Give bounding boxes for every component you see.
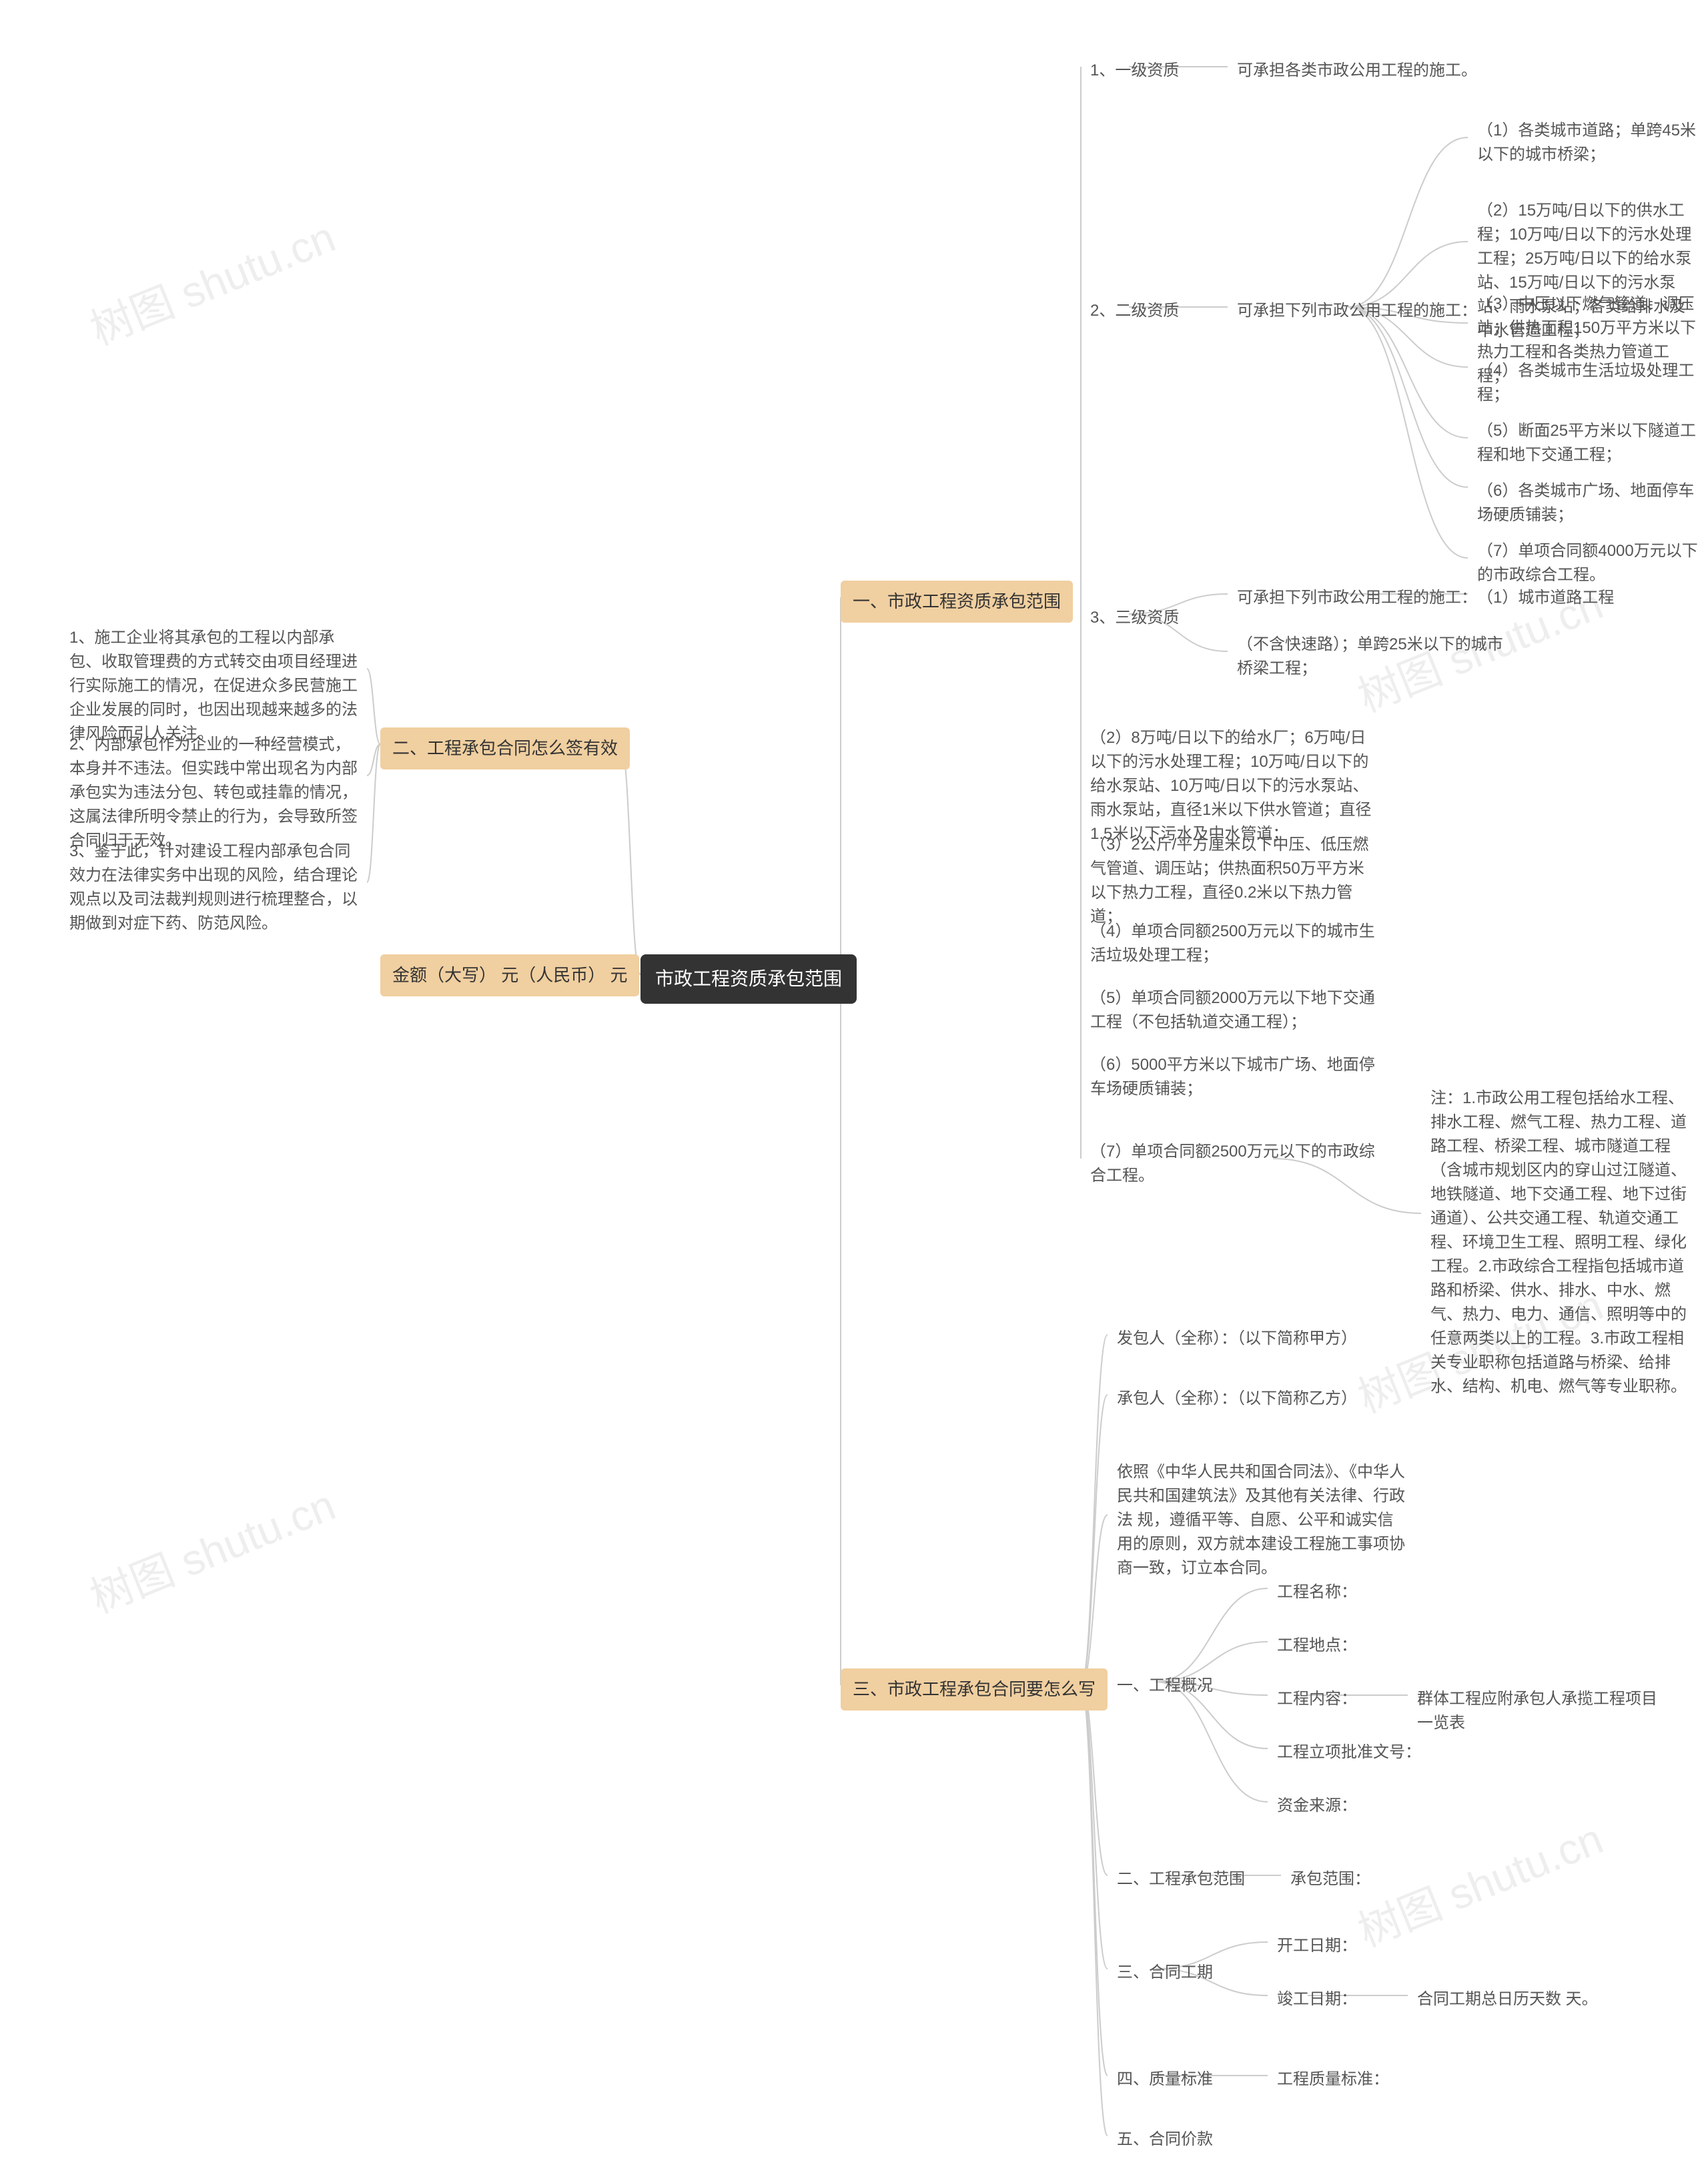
- mindmap-node[interactable]: 金额（大写） 元（人民币） 元: [380, 954, 639, 996]
- mindmap-node[interactable]: 依照《中华人民共和国合同法》、《中华人民共和国建筑法》及其他有关法律、行政法 规…: [1108, 1455, 1414, 1586]
- watermark: 树图 shutu.cn: [80, 204, 343, 358]
- mindmap-node[interactable]: 一、工程概况: [1108, 1668, 1222, 1703]
- mindmap-node[interactable]: （7）单项合同额2500万元以下的市政综合工程。: [1081, 1135, 1388, 1193]
- mindmap-node[interactable]: 注：1.市政公用工程包括给水工程、排水工程、燃气工程、热力工程、道路工程、桥梁工…: [1421, 1081, 1708, 1404]
- mindmap-node[interactable]: 一、市政工程资质承包范围: [841, 581, 1073, 623]
- mindmap-node[interactable]: （1）各类城市道路；单跨45米以下的城市桥梁；: [1468, 113, 1708, 172]
- watermark: 树图 shutu.cn: [80, 1472, 343, 1626]
- mindmap-node[interactable]: 群体工程应附承包人承揽工程项目一览表: [1408, 1682, 1675, 1741]
- mindmap-canvas: 树图 shutu.cn树图 shutu.cn树图 shutu.cn树图 shut…: [0, 0, 1708, 2181]
- mindmap-node[interactable]: 2、二级资质: [1081, 294, 1188, 328]
- mindmap-node[interactable]: 工程地点：: [1268, 1628, 1366, 1663]
- mindmap-node[interactable]: 竣工日期：: [1268, 1982, 1366, 2017]
- mindmap-node[interactable]: 工程名称：: [1268, 1575, 1366, 1610]
- mindmap-node[interactable]: （5）断面25平方米以下隧道工程和地下交通工程；: [1468, 414, 1708, 473]
- mindmap-node[interactable]: 三、合同工期: [1108, 1955, 1222, 1990]
- mindmap-node[interactable]: 承包范围：: [1281, 1862, 1380, 1897]
- mindmap-node[interactable]: （4）单项合同额2500万元以下的城市生活垃圾处理工程；: [1081, 914, 1388, 973]
- mindmap-node[interactable]: （4）各类城市生活垃圾处理工程；: [1468, 354, 1708, 412]
- mindmap-node[interactable]: 合同工期总日历天数 天。: [1408, 1982, 1607, 2017]
- mindmap-node[interactable]: 可承担下列市政公用工程的施工：: [1228, 294, 1486, 328]
- mindmap-node[interactable]: 3、鉴于此，针对建设工程内部承包合同效力在法律实务中出现的风险，结合理论观点以及…: [60, 834, 367, 941]
- mindmap-node[interactable]: 1、一级资质: [1081, 53, 1188, 88]
- mindmap-node[interactable]: 工程立项批准文号：: [1268, 1735, 1430, 1770]
- mindmap-node[interactable]: 可承担各类市政公用工程的施工。: [1228, 53, 1486, 88]
- mindmap-node[interactable]: 资金来源：: [1268, 1789, 1366, 1823]
- mindmap-node[interactable]: 3、三级资质: [1081, 601, 1188, 635]
- mindmap-node[interactable]: 四、质量标准: [1108, 2062, 1222, 2097]
- mindmap-node[interactable]: 开工日期：: [1268, 1929, 1366, 1963]
- mindmap-node[interactable]: （不含快速路）；单跨25米以下的城市桥梁工程；: [1228, 627, 1521, 686]
- mindmap-node[interactable]: 五、合同价款: [1108, 2122, 1222, 2157]
- mindmap-node[interactable]: 市政工程资质承包范围: [640, 954, 857, 1004]
- mindmap-node[interactable]: 工程内容：: [1268, 1682, 1366, 1717]
- mindmap-node[interactable]: 三、市政工程承包合同要怎么写: [841, 1668, 1108, 1710]
- mindmap-node[interactable]: 二、工程承包合同怎么签有效: [380, 727, 630, 769]
- mindmap-node[interactable]: （1）城市道路工程: [1468, 581, 1623, 615]
- mindmap-node[interactable]: 可承担下列市政公用工程的施工：: [1228, 581, 1486, 615]
- mindmap-node[interactable]: （6）5000平方米以下城市广场、地面停车场硬质铺装；: [1081, 1048, 1388, 1107]
- mindmap-node[interactable]: 承包人（全称）：（以下简称乙方）: [1108, 1381, 1366, 1416]
- mindmap-node[interactable]: 二、工程承包范围: [1108, 1862, 1254, 1897]
- mindmap-node[interactable]: （5）单项合同额2000万元以下地下交通工程（不包括轨道交通工程）；: [1081, 981, 1388, 1040]
- mindmap-node[interactable]: （6）各类城市广场、地面停车场硬质铺装；: [1468, 474, 1708, 533]
- watermark: 树图 shutu.cn: [1348, 1805, 1611, 1959]
- mindmap-node[interactable]: 发包人（全称）：（以下简称甲方）: [1108, 1321, 1366, 1356]
- mindmap-node[interactable]: 工程质量标准：: [1268, 2062, 1398, 2097]
